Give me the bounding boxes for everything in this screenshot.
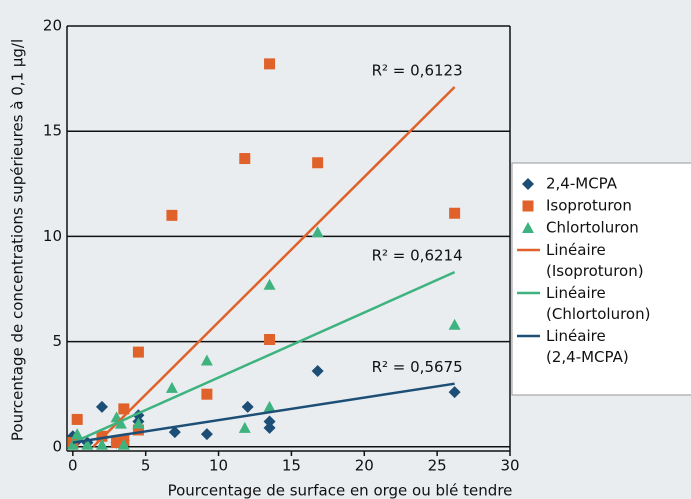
trend-line bbox=[92, 86, 456, 448]
triangle-marker bbox=[311, 226, 324, 238]
square-marker bbox=[201, 388, 213, 400]
diamond-marker bbox=[241, 400, 254, 413]
diamond-marker bbox=[263, 415, 276, 428]
triangle-marker bbox=[263, 278, 276, 290]
triangle-marker bbox=[448, 318, 461, 330]
y-tick-label: 0 bbox=[52, 437, 62, 455]
square-marker bbox=[71, 413, 83, 425]
square-marker bbox=[111, 437, 123, 449]
r-squared-label: R² = 0,6123 bbox=[372, 62, 463, 80]
y-axis-label: Pourcentage de concentrations supérieure… bbox=[9, 39, 27, 441]
diamond-marker bbox=[522, 178, 534, 190]
diamond-marker bbox=[200, 428, 213, 441]
r-squared-label: R² = 0,6214 bbox=[372, 247, 463, 265]
x-axis-label: Pourcentage de surface en orge ou blé te… bbox=[168, 482, 513, 499]
square-marker bbox=[132, 424, 144, 436]
triangle-marker bbox=[95, 438, 108, 450]
triangle-marker bbox=[522, 222, 534, 233]
legend-label: 2,4-MCPA bbox=[546, 175, 618, 193]
triangle-marker bbox=[114, 417, 127, 429]
square-marker bbox=[239, 153, 251, 165]
diamond-marker bbox=[263, 421, 276, 434]
square-marker bbox=[118, 403, 130, 415]
x-tick-label: 5 bbox=[141, 457, 151, 475]
square-marker bbox=[96, 430, 108, 442]
triangle-marker bbox=[81, 438, 94, 450]
trend-line bbox=[72, 382, 455, 444]
legend-label-line: Linéaire bbox=[546, 241, 606, 259]
legend-label: Chlortoluron bbox=[546, 219, 639, 237]
legend bbox=[511, 162, 691, 396]
x-tick-label: 25 bbox=[428, 457, 447, 475]
legend-label: Linéaire (Isoproturon) bbox=[546, 241, 644, 280]
diamond-marker bbox=[448, 386, 461, 399]
legend-label: Linéaire (Chlortoluron) bbox=[546, 284, 650, 323]
square-marker bbox=[166, 209, 178, 221]
triangle-marker bbox=[165, 381, 178, 393]
legend-label: Linéaire (2,4-MCPA) bbox=[546, 327, 629, 366]
triangle-marker bbox=[66, 438, 79, 450]
x-tick-label: 30 bbox=[500, 457, 519, 475]
x-tick-label: 0 bbox=[68, 457, 78, 475]
legend-label: Isoproturon bbox=[546, 197, 632, 215]
y-tick-label: 5 bbox=[52, 332, 62, 350]
x-tick-label: 15 bbox=[282, 457, 301, 475]
square-marker bbox=[264, 58, 276, 70]
legend-label-line: Linéaire bbox=[546, 327, 606, 345]
diamond-marker bbox=[95, 400, 108, 413]
triangle-marker bbox=[132, 417, 145, 429]
triangle-marker bbox=[200, 354, 213, 366]
triangle-marker bbox=[263, 400, 276, 412]
square-marker bbox=[449, 207, 461, 219]
square-marker bbox=[264, 333, 276, 345]
y-tick-label: 20 bbox=[43, 17, 62, 35]
triangle-marker bbox=[117, 438, 130, 450]
diamond-marker bbox=[168, 426, 181, 439]
x-tick-label: 10 bbox=[209, 457, 228, 475]
y-tick-label: 15 bbox=[43, 122, 62, 140]
trend-line bbox=[72, 271, 456, 444]
triangle-marker bbox=[71, 428, 84, 440]
square-marker bbox=[132, 346, 144, 358]
legend-label-line: Linéaire bbox=[546, 284, 606, 302]
legend-label-line: (Isoproturon) bbox=[546, 262, 644, 280]
square-marker bbox=[312, 157, 324, 169]
triangle-marker bbox=[238, 421, 251, 433]
legend-label-line: (Chlortoluron) bbox=[546, 305, 650, 323]
square-marker bbox=[522, 200, 534, 212]
x-tick-label: 20 bbox=[355, 457, 374, 475]
y-tick-label: 10 bbox=[43, 227, 62, 245]
diamond-marker bbox=[311, 365, 324, 378]
r-squared-label: R² = 0,5675 bbox=[372, 358, 463, 376]
legend-label-line: (2,4-MCPA) bbox=[546, 348, 629, 366]
